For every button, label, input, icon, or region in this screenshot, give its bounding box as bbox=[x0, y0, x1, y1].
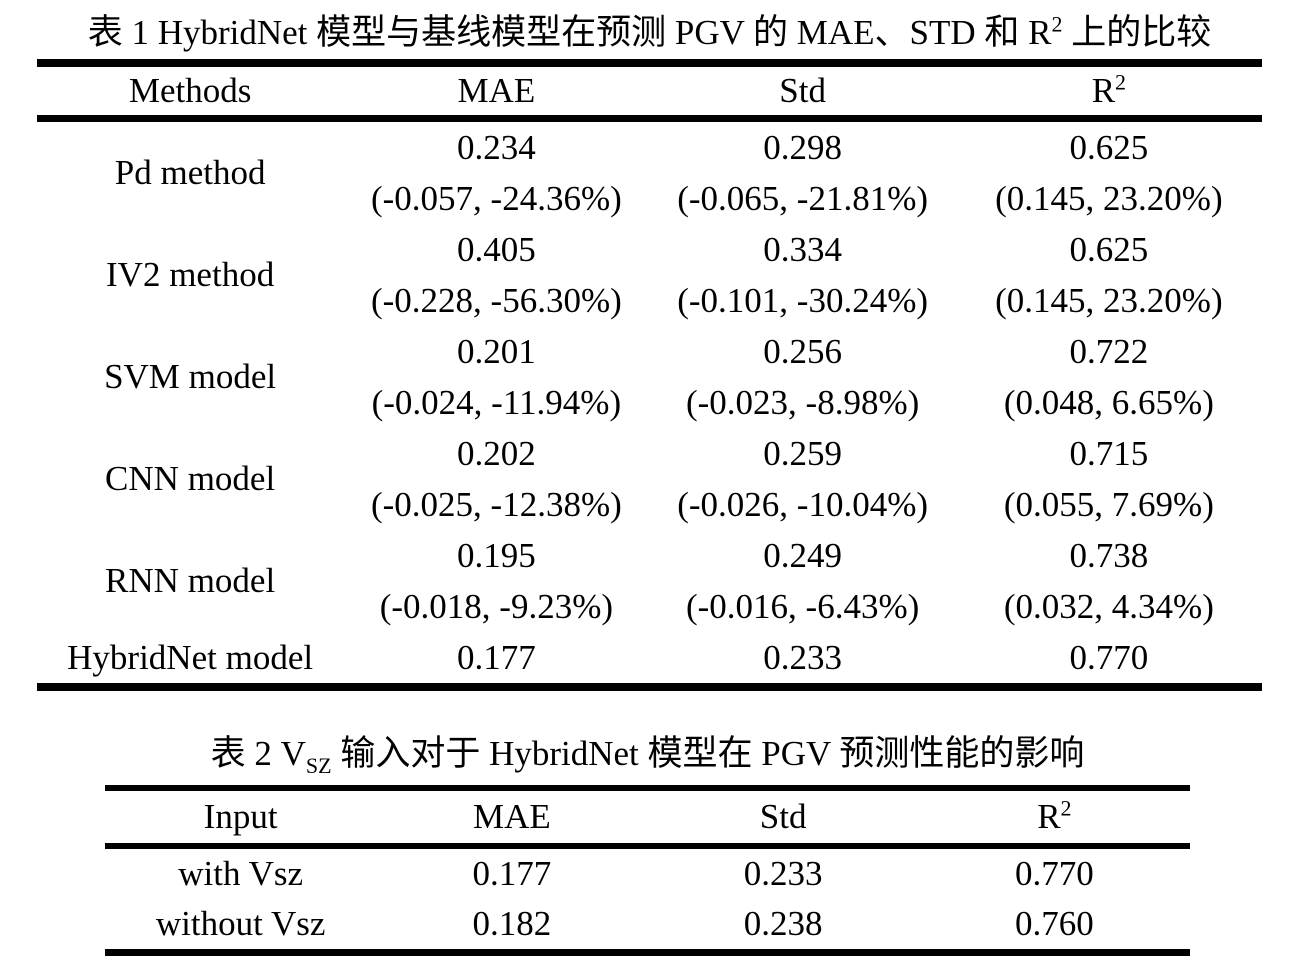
mae-value: 0.202 bbox=[457, 434, 536, 473]
table1-header-row: Methods MAE Std R2 bbox=[37, 63, 1262, 119]
table1-body: Pd method 0.234 (-0.057, -24.36%) 0.298 … bbox=[37, 119, 1262, 688]
mae-cell: 0.195 (-0.018, -9.23%) bbox=[343, 530, 649, 632]
r2-value: 0.770 bbox=[1015, 854, 1094, 893]
table1-comparison: Methods MAE Std R2 Pd method 0.234 (-0.0… bbox=[37, 59, 1262, 691]
std-value: 0.249 bbox=[763, 536, 842, 575]
table-row-svm-model: SVM model 0.201 (-0.024, -11.94%) 0.256 … bbox=[37, 326, 1262, 428]
r2-cell: 0.625 (0.145, 23.20%) bbox=[956, 119, 1262, 225]
std-value: 0.233 bbox=[763, 637, 842, 677]
mae-value: 0.405 bbox=[457, 230, 536, 269]
mae-delta: (-0.018, -9.23%) bbox=[379, 587, 614, 626]
r2-delta: (0.055, 7.69%) bbox=[1003, 485, 1214, 524]
input-name: without Vsz bbox=[155, 904, 326, 943]
mae-value: 0.177 bbox=[472, 854, 552, 893]
r2-value: 0.715 bbox=[1069, 434, 1149, 473]
mae-cell: 0.202 (-0.025, -12.38%) bbox=[343, 428, 649, 530]
column-header-r2-sup: 2 bbox=[1115, 69, 1127, 95]
std-value: 0.334 bbox=[763, 230, 842, 269]
table-row-rnn-model: RNN model 0.195 (-0.018, -9.23%) 0.249 (… bbox=[37, 530, 1262, 632]
table-row-without-vsz: without Vsz 0.182 0.238 0.760 bbox=[105, 899, 1190, 953]
std-cell: 0.256 (-0.023, -8.98%) bbox=[650, 326, 956, 428]
table2-header-row: Input MAE Std R2 bbox=[105, 788, 1190, 846]
mae-value: 0.201 bbox=[457, 332, 536, 371]
table-row-hybridnet-model: HybridNet model 0.177 0.233 0.770 bbox=[37, 632, 1262, 687]
r2-value: 0.760 bbox=[1015, 904, 1094, 943]
mae-delta: (-0.057, -24.36%) bbox=[370, 179, 622, 218]
r2-cell: 0.722 (0.048, 6.65%) bbox=[956, 326, 1262, 428]
std-value: 0.256 bbox=[763, 332, 842, 371]
mae-cell: 0.234 (-0.057, -24.36%) bbox=[343, 119, 649, 225]
column-header-r2: R2 bbox=[1091, 69, 1127, 110]
table2-vsz-ablation: Input MAE Std R2 with Vsz 0.177 0.233 0.… bbox=[105, 785, 1190, 956]
table2-caption-subscript: SZ bbox=[305, 753, 332, 778]
method-name: HybridNet model bbox=[67, 637, 314, 677]
column-header-std: Std bbox=[779, 71, 826, 110]
mae-delta: (-0.024, -11.94%) bbox=[371, 383, 622, 422]
table1-caption-suffix: 上的比较 bbox=[1062, 13, 1212, 52]
r2-cell: 0.715 (0.055, 7.69%) bbox=[956, 428, 1262, 530]
mae-value: 0.234 bbox=[457, 128, 536, 167]
r2-value: 0.625 bbox=[1069, 128, 1149, 167]
mae-cell: 0.201 (-0.024, -11.94%) bbox=[343, 326, 649, 428]
std-value: 0.233 bbox=[743, 854, 823, 893]
r2-cell: 0.738 (0.032, 4.34%) bbox=[956, 530, 1262, 632]
table-row-pd-method: Pd method 0.234 (-0.057, -24.36%) 0.298 … bbox=[37, 119, 1262, 225]
table2-caption: 表 2 VSZ 输入对于 HybridNet 模型在 PGV 预测性能的影响 bbox=[105, 733, 1190, 778]
column-header-input: Input bbox=[203, 797, 278, 836]
column-header-r2-sup: 2 bbox=[1060, 795, 1072, 821]
method-name: Pd method bbox=[114, 153, 266, 192]
table1-caption-superscript: 2 bbox=[1051, 11, 1063, 37]
std-cell: 0.249 (-0.016, -6.43%) bbox=[650, 530, 956, 632]
std-delta: (-0.023, -8.98%) bbox=[685, 383, 920, 422]
std-cell: 0.259 (-0.026, -10.04%) bbox=[650, 428, 956, 530]
table-row-iv2-method: IV2 method 0.405 (-0.228, -56.30%) 0.334… bbox=[37, 224, 1262, 326]
method-name: CNN model bbox=[105, 459, 276, 498]
column-header-r2: R2 bbox=[1037, 795, 1072, 836]
method-name: RNN model bbox=[105, 561, 276, 600]
std-value: 0.298 bbox=[763, 128, 842, 167]
r2-cell: 0.625 (0.145, 23.20%) bbox=[956, 224, 1262, 326]
table1-header: Methods MAE Std R2 bbox=[37, 63, 1262, 119]
std-cell: 0.334 (-0.101, -30.24%) bbox=[650, 224, 956, 326]
mae-delta: (-0.228, -56.30%) bbox=[370, 281, 622, 320]
std-delta: (-0.065, -21.81%) bbox=[677, 179, 929, 218]
column-header-std: Std bbox=[759, 797, 807, 836]
column-header-mae: MAE bbox=[457, 71, 536, 110]
mae-value: 0.177 bbox=[457, 637, 536, 677]
input-name: with Vsz bbox=[178, 854, 304, 893]
column-header-methods: Methods bbox=[128, 71, 252, 110]
method-name: IV2 method bbox=[106, 255, 275, 294]
std-cell: 0.298 (-0.065, -21.81%) bbox=[650, 119, 956, 225]
mae-value: 0.195 bbox=[457, 536, 536, 575]
table1-caption-text: 表 1 HybridNet 模型与基线模型在预测 PGV 的 MAE、STD 和… bbox=[87, 13, 1052, 52]
r2-delta: (0.048, 6.65%) bbox=[1003, 383, 1214, 422]
std-delta: (-0.101, -30.24%) bbox=[677, 281, 929, 320]
std-value: 0.238 bbox=[743, 904, 823, 943]
method-name: SVM model bbox=[104, 357, 277, 396]
r2-value: 0.722 bbox=[1069, 332, 1149, 371]
r2-delta: (0.145, 23.20%) bbox=[995, 179, 1223, 218]
r2-value: 0.625 bbox=[1069, 230, 1149, 269]
std-delta: (-0.026, -10.04%) bbox=[677, 485, 929, 524]
table1-caption: 表 1 HybridNet 模型与基线模型在预测 PGV 的 MAE、STD 和… bbox=[37, 12, 1262, 54]
table-row-with-vsz: with Vsz 0.177 0.233 0.770 bbox=[105, 846, 1190, 899]
table2-body: with Vsz 0.177 0.233 0.770 without Vsz 0… bbox=[105, 846, 1190, 953]
column-header-mae: MAE bbox=[472, 797, 551, 836]
table2-caption-text: 表 2 V bbox=[210, 734, 306, 773]
mae-delta: (-0.025, -12.38%) bbox=[370, 485, 622, 524]
table2-caption-suffix: 输入对于 HybridNet 模型在 PGV 预测性能的影响 bbox=[331, 734, 1085, 773]
r2-value: 0.770 bbox=[1069, 637, 1149, 677]
r2-delta: (0.145, 23.20%) bbox=[995, 281, 1223, 320]
table2-header: Input MAE Std R2 bbox=[105, 788, 1190, 846]
table-row-cnn-model: CNN model 0.202 (-0.025, -12.38%) 0.259 … bbox=[37, 428, 1262, 530]
std-delta: (-0.016, -6.43%) bbox=[685, 587, 920, 626]
mae-cell: 0.405 (-0.228, -56.30%) bbox=[343, 224, 649, 326]
r2-value: 0.738 bbox=[1069, 536, 1149, 575]
r2-delta: (0.032, 4.34%) bbox=[1003, 587, 1214, 626]
std-value: 0.259 bbox=[763, 434, 842, 473]
mae-value: 0.182 bbox=[472, 904, 552, 943]
